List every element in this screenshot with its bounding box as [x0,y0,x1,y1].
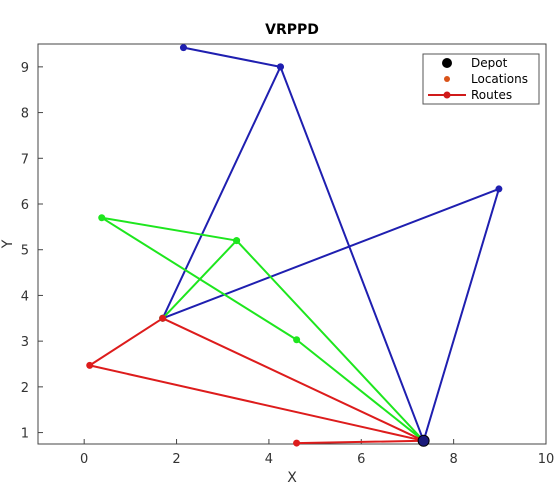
legend-depot-marker [442,58,452,68]
location-point [276,63,284,71]
y-tick-label: 1 [21,427,29,442]
legend-routes-label: Routes [471,88,512,102]
x-tick-label: 8 [449,452,457,467]
y-axis-label: Y [0,239,16,249]
x-tick-label: 10 [538,452,555,467]
x-axis-label: X [287,470,297,486]
x-tick-label: 6 [357,452,365,467]
plot-area [37,43,547,445]
y-tick-label: 9 [21,61,29,76]
location-point [293,439,301,447]
legend-locations-label: Locations [471,72,528,86]
legend-depot-label: Depot [471,56,508,70]
location-point [98,214,106,222]
location-point [293,336,301,344]
x-axis-ticks: 0 2 4 6 8 10 [80,439,554,467]
location-point [233,237,241,245]
x-tick-label: 0 [80,452,88,467]
chart-title: VRPPD [265,22,319,38]
y-tick-label: 6 [21,198,29,213]
x-tick-label: 2 [172,452,180,467]
y-tick-label: 5 [21,244,29,259]
locations-layer [86,44,503,447]
legend: Depot Locations Routes [422,53,540,105]
location-point [495,185,503,193]
depot-marker [417,434,430,447]
y-tick-label: 8 [21,107,29,122]
x-tick-label: 4 [265,452,273,467]
legend-routes-marker [443,91,451,99]
y-tick-label: 2 [21,381,29,396]
legend-locations-marker [444,76,450,82]
y-tick-label: 4 [21,289,29,304]
location-point [159,314,167,322]
y-axis-ticks: 1 2 3 4 5 6 7 8 9 [21,61,43,442]
location-point [179,44,187,52]
y-tick-label: 7 [21,152,29,167]
y-tick-label: 3 [21,335,29,350]
route-line-3 [88,317,425,445]
location-point [86,361,94,369]
